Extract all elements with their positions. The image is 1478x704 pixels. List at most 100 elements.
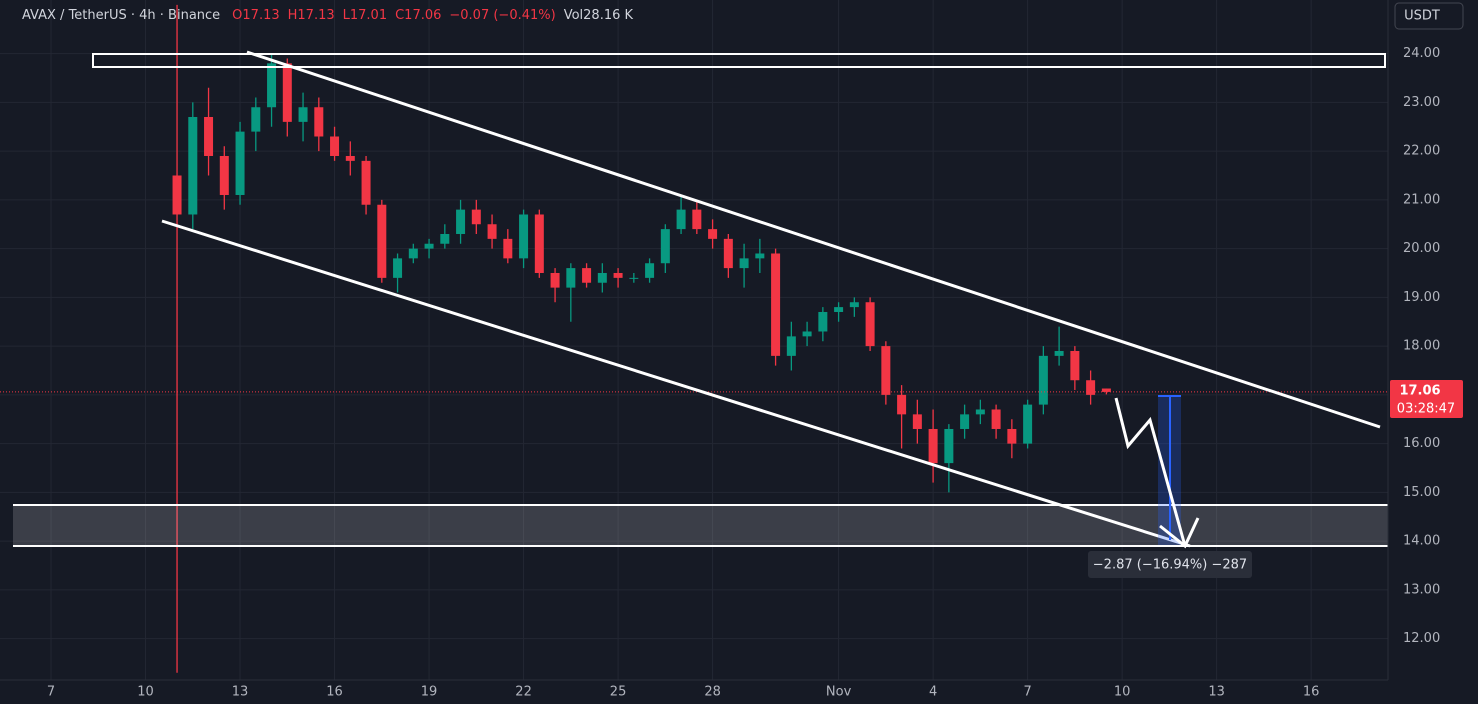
candle-body (629, 277, 639, 279)
x-tick-label: 10 (137, 685, 154, 700)
candle-body (991, 409, 1001, 429)
candle-body (1038, 355, 1048, 405)
y-tick-label: 20.00 (1403, 241, 1440, 256)
currency-button[interactable] (1394, 2, 1464, 30)
candle-body (345, 155, 355, 161)
x-tick-label: 22 (515, 685, 532, 700)
x-tick-label: 16 (326, 685, 343, 700)
x-tick-label: 25 (610, 685, 627, 700)
candle-body (1023, 404, 1033, 444)
candle-body (314, 107, 324, 137)
candle-body (975, 409, 985, 415)
candle-body (456, 209, 466, 234)
candle-body (534, 214, 544, 273)
candle-body (802, 331, 812, 337)
candle-body (487, 224, 497, 239)
price-tag (1390, 380, 1463, 418)
y-tick-label: 18.00 (1403, 339, 1440, 354)
candle-body (1007, 428, 1017, 444)
last-price: 17.06 (1399, 384, 1440, 399)
legend-open: O17.13 (232, 8, 279, 23)
symbol-text: AVAX / TetherUS · 4h · Binance (22, 8, 220, 23)
candle-body (708, 229, 718, 239)
y-tick-label: 15.00 (1403, 485, 1440, 500)
currency[interactable]: USDT (1404, 9, 1440, 24)
candle-body (235, 131, 245, 195)
candle-body (660, 229, 670, 264)
candle-body (786, 336, 796, 356)
candle-body (1086, 380, 1096, 395)
candle-body (613, 272, 623, 278)
y-tick-label: 16.00 (1403, 436, 1440, 451)
candle-body (519, 214, 529, 259)
candle-body (849, 302, 859, 308)
candle-body (377, 204, 387, 278)
y-tick-label: 21.00 (1403, 192, 1440, 207)
x-tick-label: 13 (1208, 685, 1225, 700)
candle-body (188, 116, 198, 215)
candle-body (440, 233, 450, 244)
candle-body (251, 107, 261, 132)
resistance-box (92, 53, 1386, 68)
candle-body (503, 238, 513, 259)
symbol: AVAX / TetherUS · 4h · Binance O17.13 H17.… (22, 8, 634, 23)
candle-body (393, 258, 403, 278)
support-zone (13, 505, 1388, 546)
candle-body (550, 272, 560, 288)
measure-label: −2.87 (−16.94%) −287 (1093, 558, 1247, 573)
candle-body (172, 175, 182, 215)
y-tick-label: 22.00 (1403, 144, 1440, 159)
candle-body (818, 311, 828, 332)
candle-body (1101, 388, 1111, 392)
candle-body (897, 394, 907, 415)
candle-body (566, 268, 576, 288)
candle-body (204, 116, 214, 156)
y-tick-label: 13.00 (1403, 582, 1440, 597)
y-tick-label: 12.00 (1403, 631, 1440, 646)
countdown: 03:28:47 (1397, 402, 1455, 417)
y-tick-label: 24.00 (1403, 46, 1440, 61)
axes: 12.0013.0014.0015.0016.0017.0018.0019.00… (47, 46, 1440, 699)
candle-body (267, 63, 277, 108)
measure-label-box (1088, 551, 1252, 578)
candle-body (1070, 350, 1080, 381)
candle-body (282, 63, 292, 122)
y-tick-label: 14.00 (1403, 534, 1440, 549)
candle-body (645, 263, 655, 278)
candle-body (597, 272, 607, 283)
y-tick-label: 19.00 (1403, 290, 1440, 305)
x-tick-label: Nov (826, 685, 852, 700)
y-tick-label: 23.00 (1403, 95, 1440, 110)
legend-volume: Vol28.16 K (564, 8, 634, 23)
candle-body (408, 248, 418, 259)
x-tick-label: 28 (704, 685, 721, 700)
candle-body (723, 238, 733, 269)
candle-body (865, 302, 875, 347)
projection-arrow (1114, 397, 1187, 547)
candle-body (739, 258, 749, 269)
candle-body (676, 209, 686, 230)
candle-body (330, 136, 340, 156)
candle-body (834, 307, 844, 312)
candle-body (755, 253, 765, 259)
legend-high: H17.13 (288, 8, 335, 23)
channel-lower (161, 219, 1191, 548)
candle-body (361, 160, 371, 205)
candle-body (960, 414, 970, 429)
candle-body (771, 253, 781, 356)
legend-change: −0.07 (−0.41%) (449, 8, 555, 23)
x-tick-label: 7 (1023, 685, 1031, 700)
candle-body (298, 107, 308, 122)
candle-body (928, 428, 938, 464)
candle-body (881, 346, 891, 395)
candle-body (424, 243, 434, 249)
legend-low: L17.01 (343, 8, 387, 23)
candles (0, 4, 1388, 673)
x-tick-label: 4 (929, 685, 937, 700)
x-tick-label: 10 (1114, 685, 1131, 700)
x-tick-label: 19 (421, 685, 438, 700)
candle-body (1054, 350, 1064, 356)
candle-body (219, 155, 229, 195)
